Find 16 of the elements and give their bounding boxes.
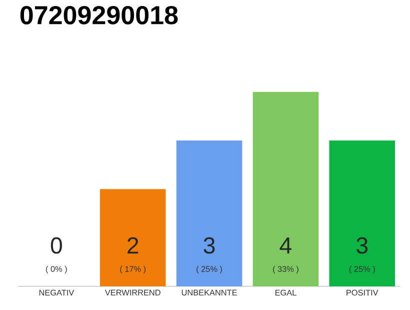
data-label: 2: [128, 238, 138, 254]
chart-title: 07209290018: [20, 6, 178, 25]
x-tick-label: NEGATIV: [39, 290, 74, 296]
x-tick-label: VERWIRREND: [104, 290, 160, 296]
data-label: 3: [204, 238, 215, 254]
x-tick-label: POSITIV: [346, 290, 378, 296]
annotation: ( 25% ): [196, 266, 222, 274]
annotation: ( 25% ): [349, 266, 375, 274]
data-label: 3: [356, 238, 368, 254]
annotation: ( 0% ): [46, 266, 67, 274]
annotation: ( 33% ): [273, 266, 298, 274]
x-tick-label: EGAL: [275, 290, 296, 296]
annotation: ( 17% ): [120, 266, 146, 274]
data-label: 0: [50, 238, 62, 254]
data-label: 4: [280, 238, 292, 254]
x-tick-label: UNBEKANNTE: [182, 290, 237, 296]
